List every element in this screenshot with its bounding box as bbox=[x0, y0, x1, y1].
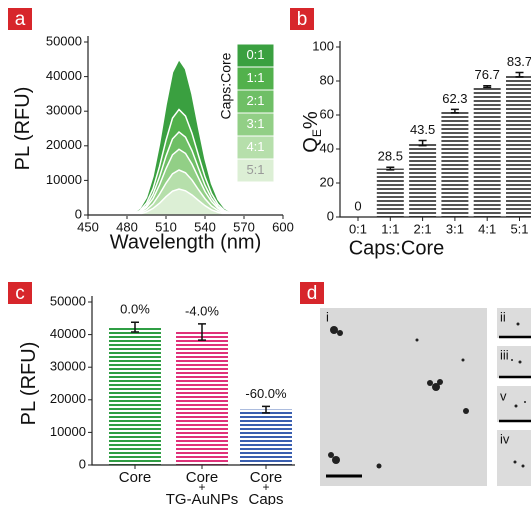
y-axis-label: PL (RFU) bbox=[18, 342, 40, 426]
micrograph bbox=[320, 308, 487, 486]
label-part: % bbox=[300, 111, 322, 129]
x-tick-label: Core bbox=[119, 469, 152, 486]
x-tick-label: 1:1 bbox=[381, 221, 399, 236]
bar bbox=[377, 169, 404, 217]
y-tick-label: 20000 bbox=[46, 137, 82, 152]
x-tick-label: Caps bbox=[248, 491, 283, 505]
y-tick-label: 10000 bbox=[46, 172, 82, 187]
legend-label: 3:1 bbox=[246, 116, 264, 131]
bar bbox=[409, 143, 436, 217]
y-tick-label: 20000 bbox=[50, 391, 86, 406]
y-tick-label: 30000 bbox=[50, 359, 86, 374]
y-tick-label: 80 bbox=[320, 72, 334, 87]
y-axis-label: PL (RFU) bbox=[12, 87, 34, 171]
panel-label: d bbox=[307, 283, 318, 304]
x-tick-label: 600 bbox=[272, 219, 294, 234]
label-part: PL (RFU) bbox=[12, 87, 34, 171]
x-tick-label: 5:1 bbox=[510, 221, 528, 236]
panel-label: c bbox=[15, 283, 25, 304]
y-tick-label: 50000 bbox=[50, 293, 86, 308]
label-part: PL (RFU) bbox=[18, 342, 40, 426]
legend-title: Caps:Core bbox=[218, 52, 234, 119]
bar bbox=[474, 87, 501, 217]
micrograph-panel: d i ii iii v iv bbox=[300, 282, 531, 486]
x-tick-label: 510 bbox=[155, 219, 177, 234]
inset-label: v bbox=[500, 388, 507, 403]
y-tick-label: 40000 bbox=[46, 68, 82, 83]
y-tick-label: 10000 bbox=[50, 424, 86, 439]
y-tick-label: 50000 bbox=[46, 33, 82, 48]
x-axis-label: Wavelength (nm) bbox=[110, 231, 262, 253]
annotation: 0.0% bbox=[120, 302, 150, 317]
y-axis-label: QE% bbox=[300, 111, 324, 153]
legend-label: 0:1 bbox=[246, 47, 264, 62]
y-tick-label: 30000 bbox=[46, 103, 82, 118]
inset-label: iv bbox=[500, 431, 510, 446]
x-tick-label: 480 bbox=[116, 219, 138, 234]
inset-label: iii bbox=[500, 347, 509, 362]
legend-label: 5:1 bbox=[246, 162, 264, 177]
data-label: 43.5 bbox=[410, 122, 435, 137]
x-tick-label: 3:1 bbox=[446, 221, 464, 236]
data-label: 76.7 bbox=[475, 67, 500, 82]
x-tick-label: 540 bbox=[194, 219, 216, 234]
data-label: 83.7 bbox=[507, 54, 531, 69]
bar bbox=[176, 332, 228, 465]
y-tick-label: 20 bbox=[320, 174, 334, 189]
x-tick-label: 570 bbox=[233, 219, 255, 234]
y-tick-label: 0 bbox=[327, 208, 334, 223]
inset-label: i bbox=[326, 309, 329, 324]
annotation: -4.0% bbox=[185, 303, 219, 318]
x-tick-label: TG-AuNPs bbox=[166, 491, 239, 505]
data-label: 0 bbox=[354, 198, 361, 213]
label-part: E bbox=[310, 129, 324, 137]
bar bbox=[506, 75, 531, 217]
x-tick-label: 450 bbox=[77, 219, 99, 234]
x-tick-label: 2:1 bbox=[414, 221, 432, 236]
annotation: -60.0% bbox=[245, 386, 287, 401]
data-label: 62.3 bbox=[442, 91, 467, 106]
y-tick-label: 100 bbox=[312, 38, 334, 53]
figure: d i ii iii v iv a01000020000300004000050… bbox=[0, 0, 531, 505]
bar bbox=[441, 111, 468, 217]
x-tick-label: 0:1 bbox=[349, 221, 367, 236]
legend-label: 1:1 bbox=[246, 70, 264, 85]
y-tick-label: 40000 bbox=[50, 326, 86, 341]
legend-label: 4:1 bbox=[246, 139, 264, 154]
bar bbox=[109, 327, 161, 465]
panel-label: b bbox=[297, 9, 308, 30]
panel-label: a bbox=[15, 9, 26, 30]
y-tick-label: 0 bbox=[79, 456, 86, 471]
inset-label: ii bbox=[500, 309, 506, 324]
x-tick-label: 4:1 bbox=[478, 221, 496, 236]
data-label: 28.5 bbox=[378, 149, 403, 164]
bar bbox=[240, 410, 292, 465]
label-part: Q bbox=[300, 137, 322, 153]
legend-label: 2:1 bbox=[246, 93, 264, 108]
x-axis-label: Caps:Core bbox=[349, 237, 445, 259]
